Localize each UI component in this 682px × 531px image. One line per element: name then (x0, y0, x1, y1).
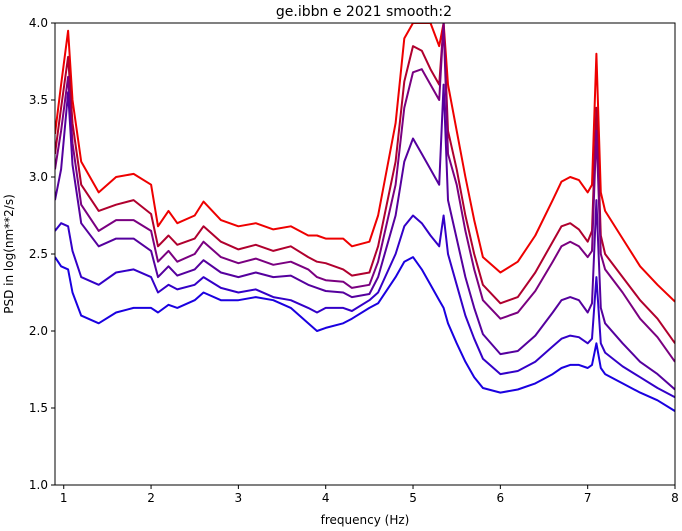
x-tick-label: 6 (497, 491, 505, 505)
x-tick-label: 8 (671, 491, 679, 505)
psd-series-line-1 (55, 23, 675, 303)
chart-title: ge.ibbn e 2021 smooth:2 (276, 4, 452, 20)
psd-series-line-3 (55, 23, 675, 363)
y-axis: 1.0 1.5 2.0 2.5 3.0 3.5 4.0 (29, 16, 55, 492)
psd-series-line-6 (55, 256, 675, 412)
x-axis-title: frequency (Hz) (321, 513, 410, 527)
y-tick-label: 2.0 (29, 324, 48, 338)
plot-frame (54, 22, 676, 486)
y-tick-label: 1.0 (29, 478, 48, 492)
x-tick-label: 1 (60, 491, 68, 505)
x-axis: 1 2 3 4 5 6 7 8 (60, 485, 679, 505)
x-tick-label: 3 (235, 491, 243, 505)
series-layer (55, 23, 675, 412)
y-tick-label: 3.0 (29, 170, 48, 184)
x-tick-label: 4 (322, 491, 330, 505)
y-tick-label: 4.0 (29, 16, 48, 30)
y-axis-title: PSD in log(nm**2/s) (2, 194, 16, 314)
psd-series-line-5 (55, 214, 675, 399)
x-tick-label: 7 (584, 491, 592, 505)
psd-series-line-4 (55, 83, 675, 391)
y-tick-label: 3.5 (29, 93, 48, 107)
y-tick-label: 2.5 (29, 247, 48, 261)
x-tick-label: 2 (147, 491, 155, 505)
psd-series-line-2 (55, 23, 675, 344)
y-tick-label: 1.5 (29, 401, 48, 415)
x-tick-label: 5 (409, 491, 417, 505)
